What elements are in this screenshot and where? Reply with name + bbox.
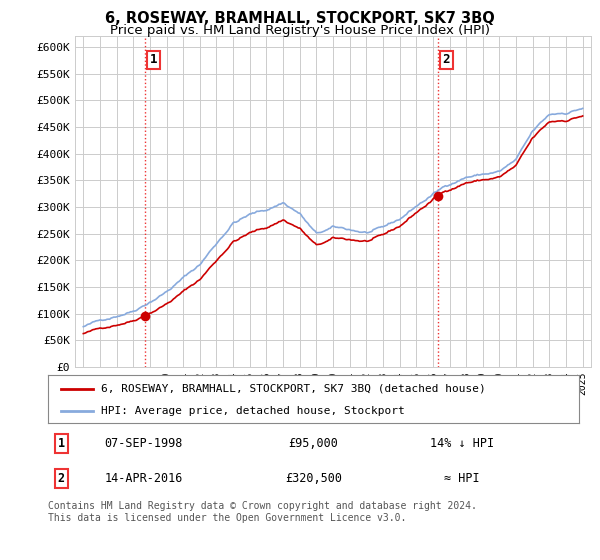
- Text: £320,500: £320,500: [285, 472, 342, 484]
- Text: Contains HM Land Registry data © Crown copyright and database right 2024.
This d: Contains HM Land Registry data © Crown c…: [48, 501, 477, 523]
- Text: 6, ROSEWAY, BRAMHALL, STOCKPORT, SK7 3BQ: 6, ROSEWAY, BRAMHALL, STOCKPORT, SK7 3BQ: [105, 11, 495, 26]
- Text: £95,000: £95,000: [289, 437, 338, 450]
- Text: 14-APR-2016: 14-APR-2016: [104, 472, 183, 484]
- Text: 14% ↓ HPI: 14% ↓ HPI: [430, 437, 494, 450]
- Text: 2: 2: [58, 472, 65, 484]
- Text: Price paid vs. HM Land Registry's House Price Index (HPI): Price paid vs. HM Land Registry's House …: [110, 24, 490, 36]
- Text: 2: 2: [443, 53, 450, 66]
- Text: 07-SEP-1998: 07-SEP-1998: [104, 437, 183, 450]
- Text: ≈ HPI: ≈ HPI: [445, 472, 480, 484]
- Text: HPI: Average price, detached house, Stockport: HPI: Average price, detached house, Stoc…: [101, 406, 405, 416]
- Text: 1: 1: [58, 437, 65, 450]
- Text: 1: 1: [150, 53, 157, 66]
- Text: 6, ROSEWAY, BRAMHALL, STOCKPORT, SK7 3BQ (detached house): 6, ROSEWAY, BRAMHALL, STOCKPORT, SK7 3BQ…: [101, 384, 486, 394]
